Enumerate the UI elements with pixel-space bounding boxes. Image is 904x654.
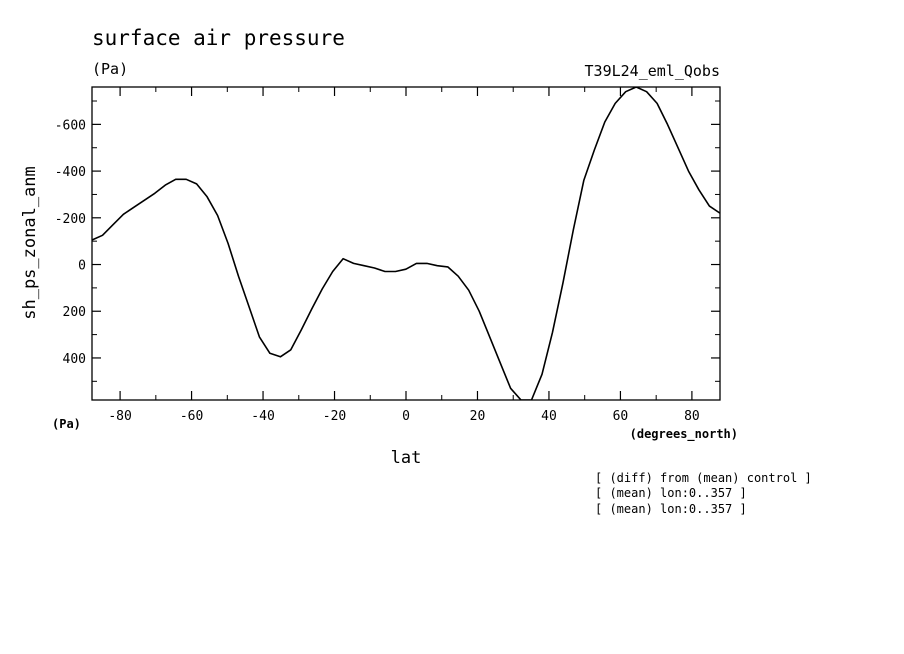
x-axis-units: (degrees_north) (630, 427, 738, 442)
x-tick-label: -60 (180, 409, 203, 424)
x-tick-label: -80 (108, 409, 131, 424)
chart-title: surface air pressure (92, 26, 345, 50)
y-tick-label: 0 (78, 259, 86, 274)
y-axis-units: (Pa) (52, 417, 81, 431)
annotation-mean-lon-2: [ (mean) lon:0..357 ] (595, 502, 747, 516)
y-axis-label: sh_ps_zonal_anm (20, 166, 40, 320)
y-tick-label: -400 (55, 165, 86, 180)
annotation-mean-lon-1: [ (mean) lon:0..357 ] (595, 486, 747, 500)
y-tick-label: -600 (55, 118, 86, 133)
annotation-diff: [ (diff) from (mean) control ] (595, 471, 812, 485)
x-tick-label: -20 (323, 409, 346, 424)
series-line (92, 87, 720, 400)
x-tick-label: 20 (470, 409, 486, 424)
plot-frame (91, 86, 721, 401)
x-axis-label: lat (391, 448, 422, 468)
x-tick-label: -40 (251, 409, 274, 424)
x-tick-label: 60 (613, 409, 629, 424)
title-units: (Pa) (92, 60, 128, 78)
experiment-label: T39L24_eml_Qobs (585, 62, 720, 80)
x-tick-label: 80 (684, 409, 700, 424)
x-tick-label: 40 (541, 409, 557, 424)
y-tick-label: 400 (63, 352, 86, 367)
y-tick-label: 200 (63, 305, 86, 320)
x-tick-label: 0 (402, 409, 410, 424)
y-tick-label: -200 (55, 212, 86, 227)
